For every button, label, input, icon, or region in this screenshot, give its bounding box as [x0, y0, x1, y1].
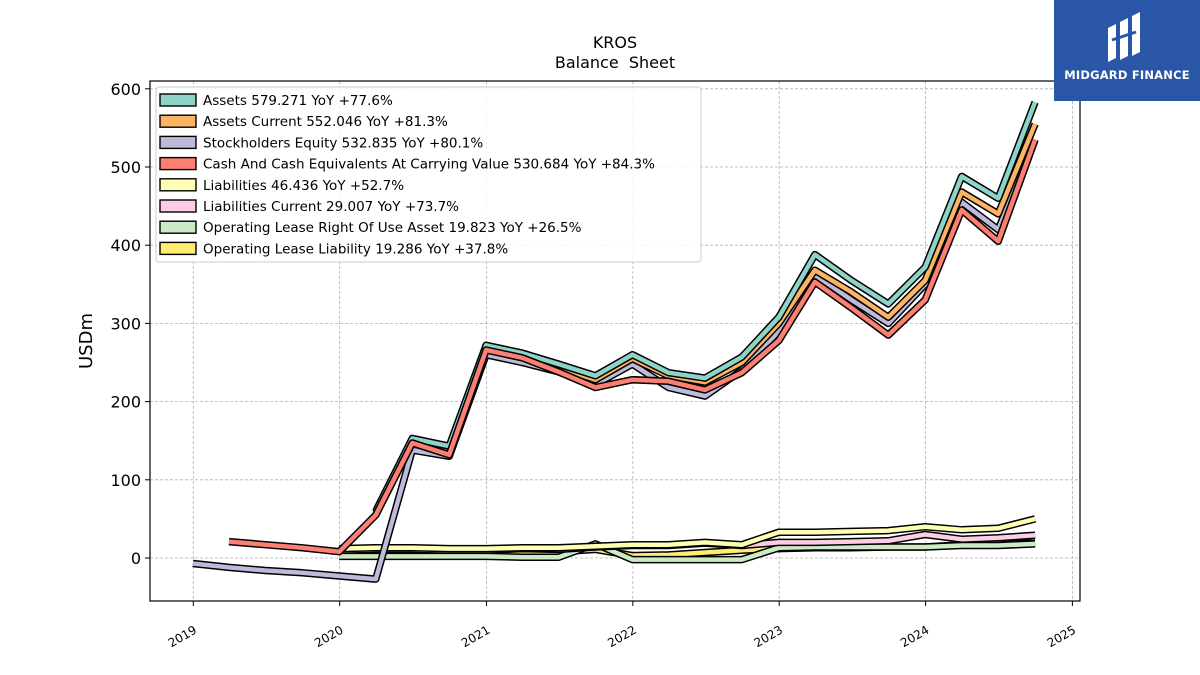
chart-title: KROS — [593, 33, 637, 52]
x-tick-label: 2021 — [459, 623, 492, 650]
legend-entry: Assets Current 552.046 YoY +81.3% — [203, 114, 448, 130]
legend-entry: Cash And Cash Equivalents At Carrying Va… — [203, 157, 655, 173]
legend-swatch — [159, 178, 197, 192]
legend-entry: Operating Lease Liability 19.286 YoY +37… — [203, 241, 508, 257]
legend-entry: Liabilities 46.436 YoY +52.7% — [203, 178, 404, 194]
legend-entry: Stockholders Equity 532.835 YoY +80.1% — [203, 135, 483, 151]
series-stroke — [192, 138, 1038, 582]
y-axis-label: USDm — [76, 313, 97, 369]
legend-swatch — [159, 93, 197, 107]
legend-swatch — [159, 199, 197, 213]
x-tick-label: 2019 — [166, 623, 199, 650]
legend-entry: Operating Lease Right Of Use Asset 19.82… — [203, 220, 582, 236]
series-line-2 — [192, 138, 1039, 583]
series-lines — [192, 100, 1039, 583]
chart-subtitle: Balance Sheet — [555, 53, 675, 72]
x-tick-label: 2020 — [312, 623, 345, 650]
series-stroke — [228, 138, 1038, 554]
y-tick-label: 500 — [110, 158, 141, 177]
legend: Assets 579.271 YoY +77.6% Assets Current … — [155, 86, 702, 263]
y-tick-label: 200 — [110, 393, 141, 412]
y-tick-label: 400 — [110, 236, 141, 255]
y-tick-label: 600 — [110, 80, 141, 99]
legend-swatch — [159, 156, 197, 171]
x-tick-label: 2024 — [898, 623, 931, 650]
series-line-0 — [372, 100, 1039, 513]
legend-box — [155, 86, 702, 263]
series-line-4 — [339, 515, 1037, 553]
series-stroke — [339, 516, 1036, 551]
midgard-finance-logo: MIDGARD FINANCE — [1054, 0, 1200, 101]
plot-frame — [149, 80, 1081, 602]
series-line-3 — [228, 138, 1039, 556]
series-line-6 — [339, 540, 1036, 564]
legend-swatch — [159, 241, 197, 256]
legend-swatch — [159, 135, 197, 150]
legend-swatch — [159, 114, 197, 128]
x-tick-label: 2025 — [1045, 623, 1078, 650]
y-tick-label: 0 — [131, 549, 141, 568]
series-stroke — [339, 541, 1036, 562]
legend-entry: Liabilities Current 29.007 YoY +73.7% — [203, 199, 459, 215]
y-tick-label: 300 — [110, 314, 141, 333]
legend-swatch — [159, 220, 197, 234]
y-tick-label: 100 — [110, 471, 141, 490]
logo-text: MIDGARD FINANCE — [1064, 68, 1190, 82]
x-tick-label: 2022 — [605, 623, 638, 650]
legend-entry: Assets 579.271 YoY +77.6% — [203, 93, 393, 109]
series-stroke — [373, 101, 1038, 513]
logo-mark-icon — [1108, 12, 1140, 62]
x-tick-label: 2023 — [752, 623, 785, 650]
